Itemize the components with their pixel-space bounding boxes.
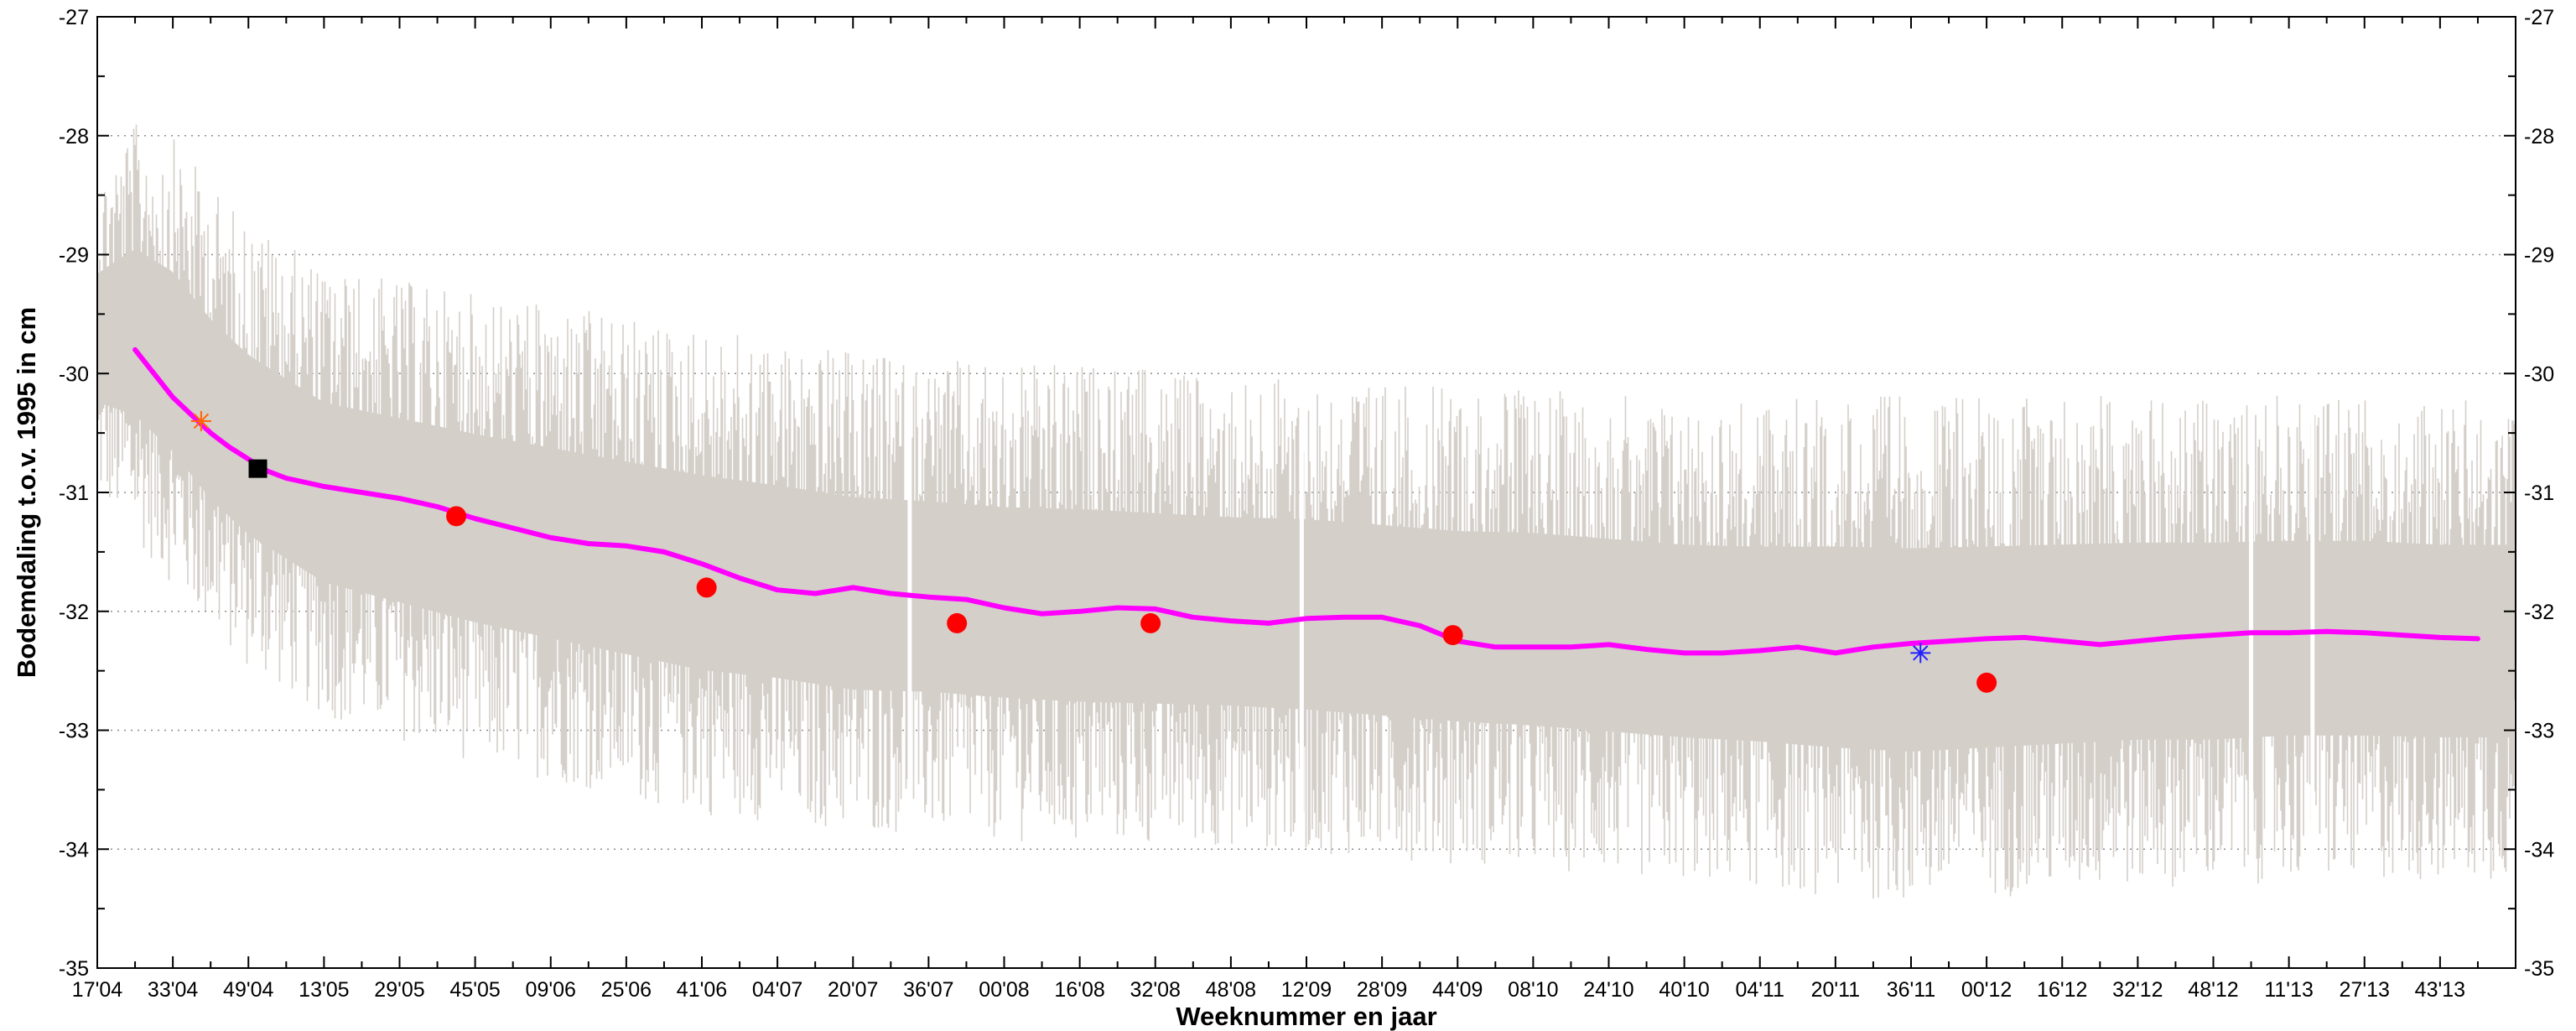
- y-tick-label: -33: [59, 720, 89, 743]
- x-tick-label: 48'12: [2188, 978, 2238, 1002]
- star-marker: [1910, 643, 1931, 664]
- y-tick-label: -35: [59, 957, 89, 981]
- y-tick-label: -32: [2524, 601, 2554, 624]
- y-tick-label: -27: [59, 6, 89, 29]
- y-tick-label: -33: [2524, 720, 2554, 743]
- x-tick-label: 16'12: [2037, 978, 2087, 1002]
- star-stroke: [1913, 645, 1929, 661]
- x-tick-label: 11'13: [2264, 978, 2314, 1002]
- y-axis-left: -35 -34 -33 -32 -31 -30 -29 -28 -27: [59, 6, 109, 981]
- survey-point: [1976, 672, 1997, 693]
- y-tick-label: -29: [59, 244, 89, 268]
- x-tick-label: 28'09: [1357, 978, 1407, 1002]
- x-tick-label: 36'11: [1887, 978, 1936, 1002]
- x-tick-label: 29'05: [374, 978, 424, 1002]
- x-tick-label: 25'06: [601, 978, 652, 1002]
- x-tick-label: 09'06: [526, 978, 576, 1002]
- x-tick-label: 20'07: [828, 978, 878, 1002]
- data-gap: [2249, 343, 2254, 936]
- smoothed-line: [132, 346, 2480, 656]
- x-tick-label: 48'08: [1206, 978, 1256, 1002]
- x-tick-label: 04'07: [752, 978, 802, 1002]
- x-tick-label: 20'11: [1811, 978, 1861, 1002]
- y-tick-label: -30: [2524, 362, 2554, 386]
- x-tick-label: 00'08: [979, 978, 1029, 1002]
- x-tick-label: 17'04: [72, 978, 122, 1002]
- raw-measurement-core: [97, 249, 2512, 752]
- data-gap: [1299, 325, 1304, 903]
- survey-point: [947, 612, 968, 633]
- y-tick-label: -28: [2524, 125, 2554, 148]
- x-tick-label: 32'12: [2112, 978, 2163, 1002]
- raw-measurements-series: [96, 124, 2516, 899]
- y-tick-label: -27: [2524, 6, 2554, 29]
- y-tick-label: -31: [59, 482, 89, 505]
- x-tick-label: 33'04: [148, 978, 198, 1002]
- survey-point: [1442, 625, 1463, 646]
- x-tick-label: 43'13: [2415, 978, 2465, 1002]
- x-tick-label: 44'09: [1432, 978, 1483, 1002]
- x-tick-label: 00'12: [1961, 978, 2012, 1002]
- x-tick-label: 13'05: [299, 978, 349, 1002]
- x-axis: 17'04 33'04 49'04 13'05 29'05 45'05 09'06 25'06…: [72, 17, 2516, 1002]
- y-axis-right: -35 -34 -33 -32 -31 -30 -29 -28 -27: [2504, 6, 2554, 981]
- x-tick-label: 40'10: [1659, 978, 1709, 1002]
- y-tick-label: -28: [59, 125, 89, 148]
- survey-point: [446, 506, 467, 527]
- x-tick-label: 08'10: [1508, 978, 1558, 1002]
- x-tick-label: 45'05: [449, 978, 500, 1002]
- y-tick-label: -34: [2524, 838, 2554, 862]
- x-tick-label: 41'06: [677, 978, 727, 1002]
- x-tick-label: 04'11: [1735, 978, 1784, 1002]
- x-tick-label: 12'09: [1281, 978, 1332, 1002]
- y-tick-label: -30: [59, 362, 89, 386]
- y-tick-label: -29: [2524, 244, 2554, 268]
- smoothed-series: [132, 346, 2480, 656]
- y-axis-title: Bodemdaling t.o.v. 1995 in cm: [12, 307, 41, 678]
- x-tick-label: 24'10: [1583, 978, 1633, 1002]
- x-tick-label: 27'13: [2340, 978, 2390, 1002]
- survey-point: [696, 577, 717, 598]
- y-tick-label: -31: [2524, 482, 2554, 505]
- star-marker: [190, 410, 211, 431]
- x-tick-label: 16'08: [1054, 978, 1104, 1002]
- x-axis-title: Weeknummer en jaar: [1176, 1002, 1436, 1031]
- survey-point: [1140, 612, 1161, 633]
- y-tick-label: -32: [59, 601, 89, 624]
- square-marker: [248, 459, 267, 478]
- x-tick-label: 36'07: [903, 978, 953, 1002]
- markers: [190, 410, 1997, 693]
- y-tick-label: -34: [59, 838, 89, 862]
- y-tick-label: -35: [2524, 957, 2554, 981]
- x-tick-label: 32'08: [1130, 978, 1181, 1002]
- x-tick-label: 49'04: [223, 978, 273, 1002]
- star-stroke: [193, 413, 210, 430]
- data-gap: [2310, 343, 2315, 933]
